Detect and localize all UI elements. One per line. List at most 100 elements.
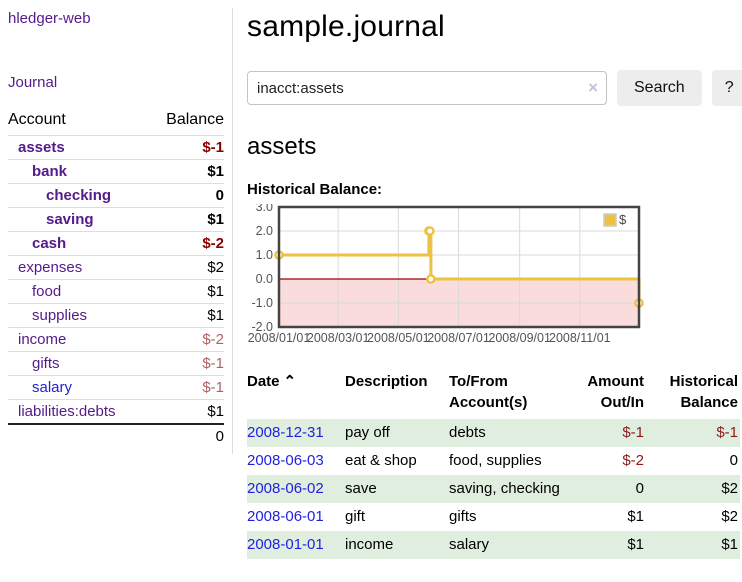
account-link[interactable]: expenses: [18, 259, 83, 276]
account-row: supplies $1: [8, 303, 224, 328]
x-tick-label: 2008/11/01: [549, 331, 611, 345]
page: hledger-web Journal Account Balance asse…: [0, 8, 742, 559]
sidebar: hledger-web Journal Account Balance asse…: [0, 8, 233, 454]
help-button[interactable]: ?: [711, 70, 742, 106]
account-balance: $-2: [148, 231, 224, 256]
account-link[interactable]: salary: [32, 379, 73, 396]
account-link[interactable]: food: [32, 283, 62, 300]
account-link[interactable]: cash: [32, 235, 67, 252]
account-link[interactable]: checking: [46, 187, 112, 204]
account-balance: $-1: [148, 351, 224, 376]
transaction-amount: 0: [635, 480, 644, 497]
y-tick-label: 2.0: [256, 224, 273, 238]
register-row: 2008-06-01 gift gifts $1 $2: [247, 503, 740, 531]
historical-balance-chart[interactable]: 3.0 2.0 1.0 0.0 -1.0 -2.0 2008/01/01 2008/03/01…: [247, 200, 742, 351]
transaction-accounts: salary: [449, 536, 490, 553]
y-tick-label: 3.0: [256, 204, 273, 214]
y-tick-label: -2.0: [251, 320, 273, 334]
x-tick-label: 2008/01/01: [248, 331, 311, 345]
transaction-balance: 0: [729, 452, 738, 469]
register-row: 2008-01-01 income salary $1 $1: [247, 531, 740, 559]
transaction-date-link[interactable]: 2008-06-02: [247, 480, 324, 497]
legend-label: $: [619, 212, 627, 227]
transaction-balance: $1: [721, 536, 738, 553]
register-header-balance: Historical Balance: [669, 373, 738, 411]
account-link[interactable]: supplies: [32, 307, 88, 324]
account-row: food $1: [8, 279, 224, 304]
account-link[interactable]: gifts: [32, 355, 60, 372]
x-tick-label: 2008/03/01: [307, 331, 370, 345]
x-tick-label: 2008/05/01: [367, 331, 430, 345]
y-tick-label: -1.0: [251, 296, 273, 310]
chart-canvas: 3.0 2.0 1.0 0.0 -1.0 -2.02008/01/012008/03/01…: [248, 200, 644, 345]
search-button[interactable]: Search: [617, 70, 702, 106]
search-form: × Search ?: [247, 70, 742, 106]
account-link[interactable]: bank: [32, 163, 68, 180]
account-balance: $1: [148, 399, 224, 424]
account-row: liabilities:debts $1: [8, 399, 224, 424]
y-tick-label: 1.0: [256, 248, 273, 262]
account-row: saving $1: [8, 207, 224, 232]
accounts-header-balance: Balance: [166, 111, 224, 128]
account-row: salary $-1: [8, 375, 224, 400]
transaction-accounts: food, supplies: [449, 452, 542, 469]
account-row: checking 0: [8, 183, 224, 208]
sidebar-item-journal[interactable]: Journal: [8, 74, 58, 91]
account-link[interactable]: income: [18, 331, 67, 348]
plot-border: [277, 205, 641, 329]
transaction-description: pay off: [345, 424, 390, 441]
account-balance: $1: [148, 207, 224, 232]
account-row: assets $-1: [8, 135, 224, 160]
transaction-description: gift: [345, 508, 366, 525]
register-table: Date ⌃ Description To/From Account(s) Amo…: [247, 369, 740, 559]
account-heading: assets: [247, 133, 317, 160]
transaction-date-link[interactable]: 2008-06-03: [247, 452, 324, 469]
account-row: expenses $2: [8, 255, 224, 280]
transaction-balance: $-1: [716, 424, 738, 441]
transaction-date-link[interactable]: 2008-06-01: [247, 508, 324, 525]
page-title: sample.journal: [247, 10, 445, 43]
accounts-table: Account Balance assets $-1 bank $1 checking 0…: [8, 108, 224, 448]
transaction-accounts: gifts: [449, 508, 477, 525]
transaction-amount: $-2: [622, 452, 644, 469]
app-brand-link[interactable]: hledger-web: [8, 10, 91, 27]
account-balance: $-1: [148, 135, 224, 160]
account-balance: $1: [148, 303, 224, 328]
transaction-accounts: saving, checking: [449, 480, 560, 497]
data-point[interactable]: [426, 274, 436, 284]
transaction-description: income: [345, 536, 394, 553]
transaction-date-link[interactable]: 2008-12-31: [247, 424, 324, 441]
account-row: income $-2: [8, 327, 224, 352]
register-header-date[interactable]: Date ⌃: [247, 373, 297, 390]
account-balance: $2: [148, 255, 224, 280]
account-row: cash $-2: [8, 231, 224, 256]
account-balance: $1: [148, 159, 224, 184]
transaction-amount: $-1: [622, 424, 644, 441]
transaction-description: eat & shop: [345, 452, 417, 469]
accounts-header-account: Account: [8, 111, 66, 128]
register-row: 2008-12-31 pay off debts $-1 $-1: [247, 419, 740, 447]
transaction-amount: $1: [627, 536, 644, 553]
register-header-description: Description: [345, 373, 428, 390]
account-link[interactable]: saving: [46, 211, 94, 228]
account-row: bank $1: [8, 159, 224, 184]
account-balance: $-2: [148, 327, 224, 352]
transaction-date-link[interactable]: 2008-01-01: [247, 536, 324, 553]
account-link[interactable]: assets: [18, 139, 65, 156]
transaction-balance: $2: [721, 508, 738, 525]
register-header-accounts: To/From Account(s): [449, 373, 528, 411]
clear-search-icon[interactable]: ×: [588, 78, 598, 97]
account-link[interactable]: liabilities:debts: [18, 403, 116, 420]
transaction-amount: $1: [627, 508, 644, 525]
data-point[interactable]: [425, 226, 435, 236]
register-header-amount: Amount Out/In: [587, 373, 644, 411]
accounts-total: 0: [148, 423, 224, 448]
transaction-balance: $2: [721, 480, 738, 497]
main-content: sample.journal × Search ? assets Histori…: [233, 8, 742, 559]
accounts-total-row: 0: [8, 423, 224, 448]
register-row: 2008-06-03 eat & shop food, supplies $-2 0: [247, 447, 740, 475]
y-tick-label: 0.0: [256, 272, 273, 286]
search-input[interactable]: [247, 71, 607, 105]
account-balance: $-1: [148, 375, 224, 400]
sort-asc-icon: ⌃: [283, 373, 297, 390]
